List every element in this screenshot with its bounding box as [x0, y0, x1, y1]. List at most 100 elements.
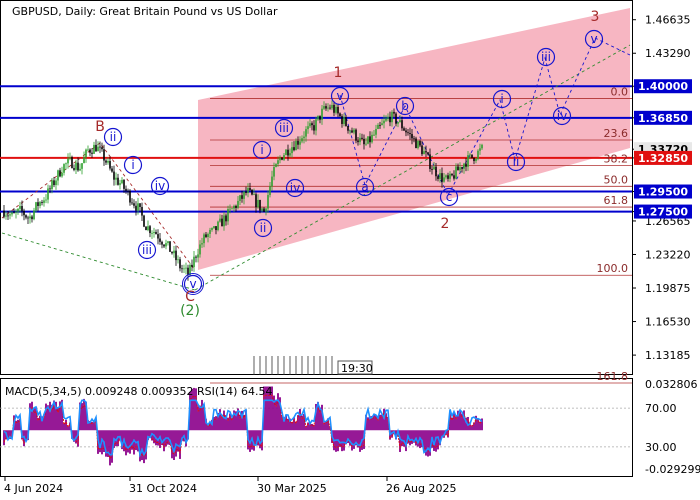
candle-body — [349, 130, 351, 132]
main-chart-frame — [0, 0, 633, 375]
candle-body — [35, 202, 37, 211]
wave-label-v: v — [590, 32, 597, 46]
macd-bar — [205, 418, 207, 431]
macd-bar — [309, 423, 311, 431]
macd-bar — [427, 430, 429, 457]
macd-bar — [277, 393, 279, 431]
candle-body — [149, 226, 151, 234]
fib-label: 23.6 — [604, 127, 629, 140]
price-box — [634, 150, 692, 165]
candle-body — [289, 153, 291, 156]
candle-body — [69, 157, 71, 159]
macd-bar — [281, 416, 283, 431]
macd-bar — [353, 430, 355, 449]
candle-body — [139, 203, 141, 207]
candle-body — [145, 226, 147, 231]
candle-body — [439, 173, 441, 179]
candle-body — [155, 231, 157, 235]
candle-body — [229, 208, 231, 210]
wave-circle — [252, 140, 272, 160]
macd-bar — [111, 430, 113, 463]
candle-body — [161, 241, 163, 245]
price-box — [634, 204, 692, 219]
candle-body — [3, 210, 5, 217]
candle-body — [97, 146, 99, 152]
candle-body — [111, 168, 113, 172]
candle-body — [29, 216, 31, 219]
macd-bar — [385, 413, 387, 431]
macd-bar — [33, 408, 35, 431]
candle-body — [453, 175, 455, 179]
wave-label-v: v — [336, 89, 343, 103]
candle-body — [237, 200, 239, 208]
candle-body — [323, 106, 325, 109]
candle-body — [441, 173, 443, 182]
candle-body — [165, 243, 167, 247]
wave-circle — [355, 177, 375, 197]
candle-body — [345, 117, 347, 126]
candle-body — [329, 107, 331, 109]
candle-body — [75, 162, 77, 170]
macd-bar — [191, 389, 193, 431]
candle-body — [101, 147, 103, 150]
macd-bar — [271, 386, 273, 431]
candle-body — [463, 163, 465, 169]
guide-projection — [447, 37, 631, 196]
candle-body — [403, 128, 405, 131]
candle-body — [197, 254, 199, 258]
candle-body — [337, 106, 339, 114]
chart-title: GBPUSD, Daily: Great Britain Pound vs US… — [12, 5, 278, 18]
candle-body — [293, 147, 295, 151]
macd-bar — [7, 430, 9, 440]
candle-body — [113, 171, 115, 180]
macd-bar — [321, 404, 323, 431]
macd-bar — [17, 419, 19, 431]
guide-b — [1, 142, 196, 271]
candle-body — [445, 175, 447, 178]
macd-bar — [313, 424, 315, 431]
macd-bar — [369, 416, 371, 431]
macd-bar — [3, 430, 5, 446]
wave-label-i: i — [260, 143, 263, 157]
candle-body — [89, 149, 91, 153]
macd-bar — [199, 405, 201, 431]
price-box-label: 1.40000 — [638, 80, 688, 93]
macd-bar — [311, 423, 313, 431]
macd-bar — [69, 422, 71, 431]
macd-bar — [107, 430, 109, 457]
candle-body — [173, 250, 175, 254]
candle-body — [37, 202, 39, 206]
candle-body — [99, 146, 101, 148]
macd-bar — [345, 430, 347, 445]
candle-body — [477, 150, 479, 159]
candle-body — [245, 191, 247, 193]
macd-bar — [41, 416, 43, 431]
candle-body — [85, 149, 87, 158]
candle-body — [65, 163, 67, 165]
macd-bar — [67, 426, 69, 431]
candle-body — [309, 123, 311, 127]
price-box-label: 1.29500 — [638, 186, 688, 199]
wave-circle — [552, 106, 572, 126]
macd-bar — [93, 420, 95, 431]
wave-circle-outer — [182, 273, 204, 295]
price-box-label: 1.36850 — [638, 112, 688, 125]
macd-bar — [193, 387, 195, 431]
price-label: 1.19875 — [645, 282, 691, 295]
candle-body — [363, 138, 365, 145]
macd-bar — [355, 430, 357, 446]
candle-body — [59, 170, 61, 177]
candle-body — [175, 250, 177, 261]
macd-bar — [327, 418, 329, 431]
macd-bar — [413, 430, 415, 443]
candle-body — [163, 244, 165, 247]
candle-body — [269, 186, 271, 196]
macd-bar — [301, 415, 303, 431]
candle-body — [153, 231, 155, 233]
candle-body — [385, 118, 387, 121]
candle-body — [285, 149, 287, 156]
candle-body — [407, 132, 409, 134]
wave-label-ii: ii — [110, 130, 117, 144]
candle-body — [231, 208, 233, 210]
candle-body — [185, 267, 187, 269]
